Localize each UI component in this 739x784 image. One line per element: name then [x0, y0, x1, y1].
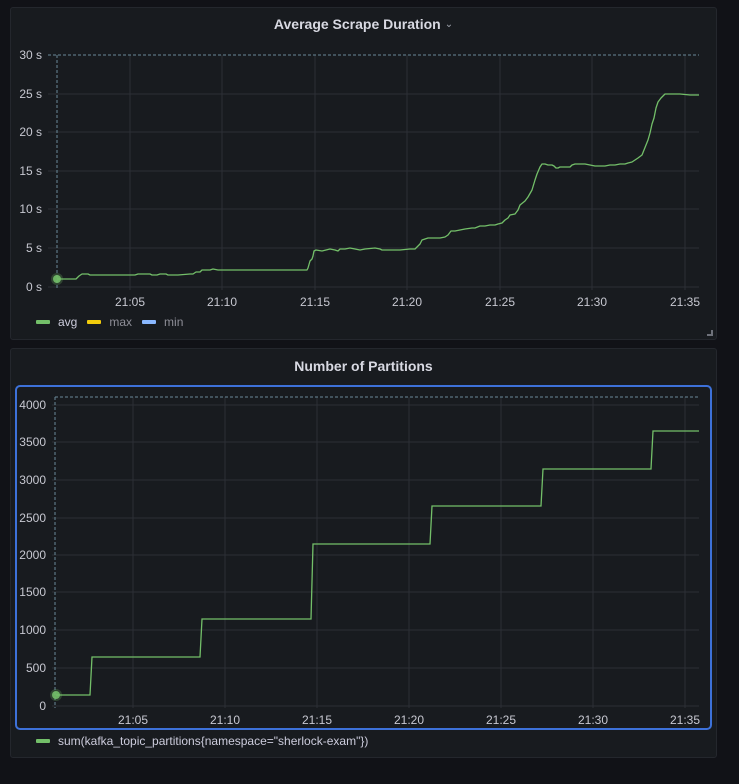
legend-label: max — [109, 315, 133, 329]
graph-focus-region[interactable] — [15, 385, 712, 730]
legend-item-avg[interactable]: avg — [36, 315, 77, 329]
legend-item-max[interactable]: max — [87, 315, 132, 329]
legend-partitions: sum(kafka_topic_partitions{namespace="sh… — [36, 734, 378, 748]
legend-swatch — [36, 739, 50, 743]
chevron-down-icon[interactable]: ⌄ — [444, 19, 454, 30]
legend-swatch — [142, 320, 157, 324]
legend-swatch — [36, 320, 50, 324]
panel-average-scrape-duration[interactable]: Average Scrape Duration ⌄ — [10, 7, 717, 340]
legend-item-min[interactable]: min — [142, 315, 183, 329]
panel-title-text: Number of Partitions — [294, 358, 433, 374]
legend-swatch — [87, 320, 102, 324]
panel-title-text: Average Scrape Duration — [273, 16, 441, 32]
legend-item-partitions[interactable]: sum(kafka_topic_partitions{namespace="sh… — [36, 734, 368, 748]
legend-label: sum(kafka_topic_partitions{namespace="sh… — [58, 734, 369, 748]
legend-label: min — [164, 315, 184, 329]
panel-title[interactable]: Number of Partitions — [11, 358, 716, 374]
resize-handle-icon[interactable] — [707, 330, 713, 336]
legend-label: avg — [58, 315, 78, 329]
panel-title[interactable]: Average Scrape Duration ⌄ — [11, 16, 716, 32]
legend-scrape-duration: avg max min — [36, 315, 193, 329]
